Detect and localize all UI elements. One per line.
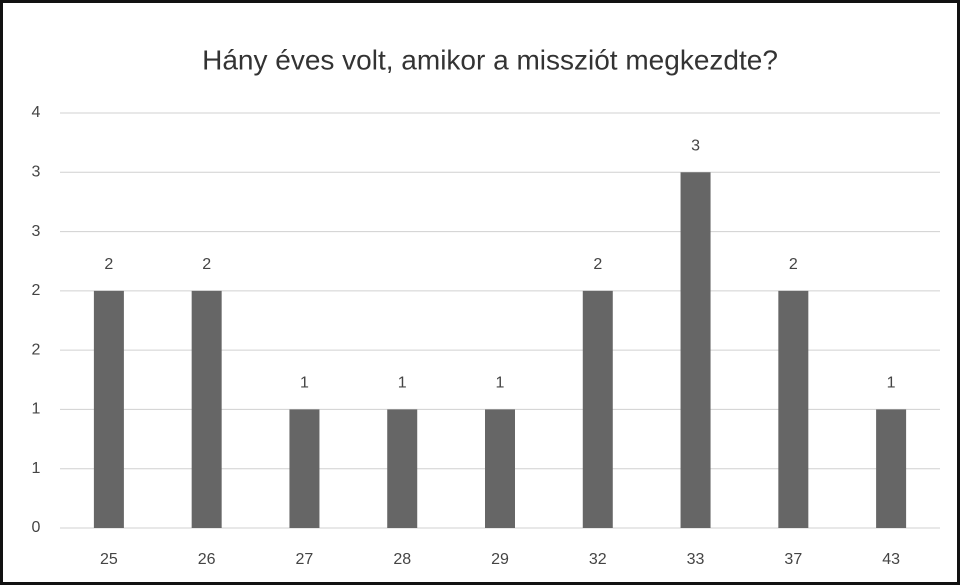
data-label: 2 [789, 256, 798, 273]
x-tick-label: 43 [882, 551, 900, 568]
data-label: 1 [300, 375, 309, 392]
x-tick-label: 26 [198, 551, 216, 568]
y-tick-label: 1 [32, 460, 41, 477]
y-tick-label: 1 [32, 401, 41, 418]
bar [485, 409, 515, 528]
data-label: 1 [887, 375, 896, 392]
bar [93, 290, 124, 528]
x-tick-label: 27 [296, 551, 314, 568]
y-tick-label: 0 [32, 519, 41, 536]
bar [289, 409, 320, 528]
data-label: 1 [496, 375, 505, 392]
x-tick-label: 25 [100, 551, 118, 568]
data-label: 2 [202, 256, 211, 273]
y-tick-label: 2 [32, 341, 41, 358]
y-tick-label: 4 [32, 104, 41, 121]
x-tick-label: 28 [393, 551, 411, 568]
x-tick-label: 33 [687, 551, 705, 568]
y-tick-label: 3 [32, 164, 41, 181]
y-tick-label: 2 [32, 282, 41, 299]
data-label: 3 [691, 138, 700, 155]
bar [680, 172, 711, 529]
x-tick-label: 37 [784, 551, 802, 568]
y-tick-label: 3 [32, 223, 41, 240]
x-tick-label: 32 [589, 551, 607, 568]
bar [876, 409, 907, 528]
bar [387, 409, 418, 528]
data-label: 1 [398, 375, 407, 392]
chart-title: Hány éves volt, amikor a missziót megkez… [202, 44, 778, 75]
bar [582, 290, 613, 528]
bar [191, 290, 222, 528]
bar [778, 290, 809, 528]
x-tick-label: 29 [491, 551, 509, 568]
data-label: 2 [593, 256, 602, 273]
data-label: 2 [104, 256, 113, 273]
